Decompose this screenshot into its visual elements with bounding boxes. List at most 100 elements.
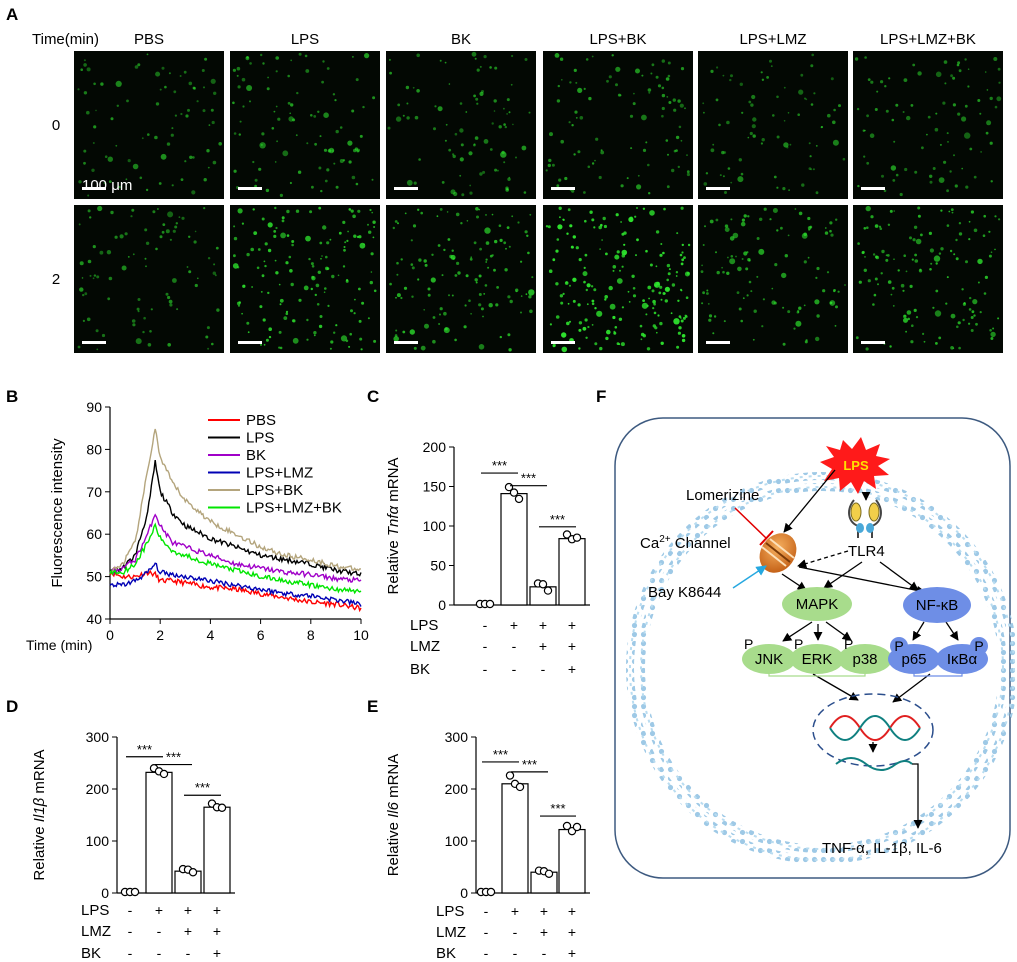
cell-spot <box>787 234 790 237</box>
cell-spot <box>451 294 454 297</box>
cell-spot <box>944 82 947 85</box>
cell-spot <box>278 346 281 349</box>
cell-spot <box>188 81 193 86</box>
cell-spot <box>404 212 407 215</box>
y-tick-label: 80 <box>86 441 102 457</box>
nucleus-outline <box>812 693 934 767</box>
cell-spot <box>660 341 664 345</box>
panel-letter-e: E <box>367 697 378 716</box>
cell-spot <box>172 229 176 233</box>
bar <box>500 493 528 606</box>
cell-spot <box>333 162 336 165</box>
cell-spot <box>531 276 534 279</box>
cell-spot <box>318 324 323 329</box>
data-point <box>572 822 582 832</box>
cell-spot <box>373 226 376 228</box>
cell-spot <box>665 139 669 142</box>
cell-spot <box>452 153 455 156</box>
scale-bar <box>551 341 575 344</box>
cell-spot <box>233 225 236 228</box>
cell-spot <box>667 61 671 65</box>
cell-spot <box>730 74 733 78</box>
cell-spot <box>620 342 625 347</box>
cell-spot <box>910 340 914 344</box>
cell-spot <box>881 249 885 254</box>
cell-spot <box>478 303 482 307</box>
cell-spot <box>395 116 402 122</box>
cell-spot <box>261 217 265 221</box>
cell-spot <box>337 274 340 277</box>
cell-spot <box>77 345 81 349</box>
cell-spot <box>628 301 631 303</box>
cell-spot <box>666 96 669 98</box>
data-point <box>543 586 553 595</box>
cell-spot <box>646 347 651 351</box>
cell-spot <box>257 248 261 251</box>
cell-spot <box>658 291 662 295</box>
cell-spot <box>326 241 330 245</box>
cell-spot <box>91 168 95 172</box>
cell-spot <box>572 246 574 249</box>
cell-spot <box>879 227 883 230</box>
cell-spot <box>740 319 743 323</box>
cell-spot <box>470 313 472 315</box>
micrograph-background <box>543 51 693 199</box>
cell-spot <box>418 158 421 161</box>
cell-spot <box>893 140 896 143</box>
cell-spot <box>876 90 879 93</box>
treatment-sign: - <box>157 945 162 961</box>
bar <box>203 806 231 894</box>
cell-spot <box>132 253 135 256</box>
cell-spot <box>311 185 314 189</box>
cell-spot <box>233 236 238 241</box>
cell-spot <box>505 247 507 250</box>
cell-spot <box>585 336 588 339</box>
cell-spot <box>891 286 895 290</box>
cell-spot <box>515 156 517 159</box>
bay-activate-arrow <box>732 565 767 589</box>
ikba-phospho-mark: P <box>974 638 983 654</box>
cell-spot <box>83 161 86 165</box>
cell-spot <box>306 338 309 341</box>
lomerizine-inhibit-line <box>734 507 767 539</box>
cell-spot <box>751 94 756 100</box>
cell-spot <box>466 220 469 222</box>
cell-spot <box>667 153 669 156</box>
cell-spot <box>431 253 434 256</box>
cell-spot <box>803 260 807 264</box>
x-axis-label: Time (min) <box>26 637 92 653</box>
cell-spot <box>577 87 583 93</box>
cell-spot <box>388 58 391 61</box>
cell-spot <box>567 302 570 305</box>
cell-spot <box>560 301 564 305</box>
cell-spot <box>83 59 86 62</box>
p65-label: p65 <box>901 651 926 668</box>
cell-spot <box>363 243 365 246</box>
micrograph-tile <box>543 205 693 353</box>
cell-spot <box>590 285 594 288</box>
treatment-sign: - <box>128 945 133 961</box>
cell-spot <box>258 167 262 171</box>
cell-spot <box>645 141 648 144</box>
treatment-sign: + <box>568 903 576 919</box>
cell-spot <box>131 208 135 212</box>
x-tick-label: 0 <box>106 627 114 643</box>
cell-spot <box>237 208 243 214</box>
cell-spot <box>526 234 529 237</box>
cell-spot <box>555 249 559 253</box>
cell-spot <box>641 74 644 77</box>
cell-spot <box>233 169 237 173</box>
cell-spot <box>459 174 462 177</box>
cell-spot <box>654 326 658 330</box>
cell-spot <box>664 292 666 295</box>
cell-spot <box>994 215 997 218</box>
cell-spot <box>989 141 993 145</box>
cell-spot <box>348 345 351 348</box>
cell-spot <box>587 165 591 169</box>
cell-spot <box>261 274 265 278</box>
cell-spot <box>661 59 665 63</box>
treatment-sign: + <box>568 945 576 961</box>
cell-spot <box>465 111 468 113</box>
cell-spot <box>139 176 143 180</box>
cell-spot <box>503 161 506 164</box>
